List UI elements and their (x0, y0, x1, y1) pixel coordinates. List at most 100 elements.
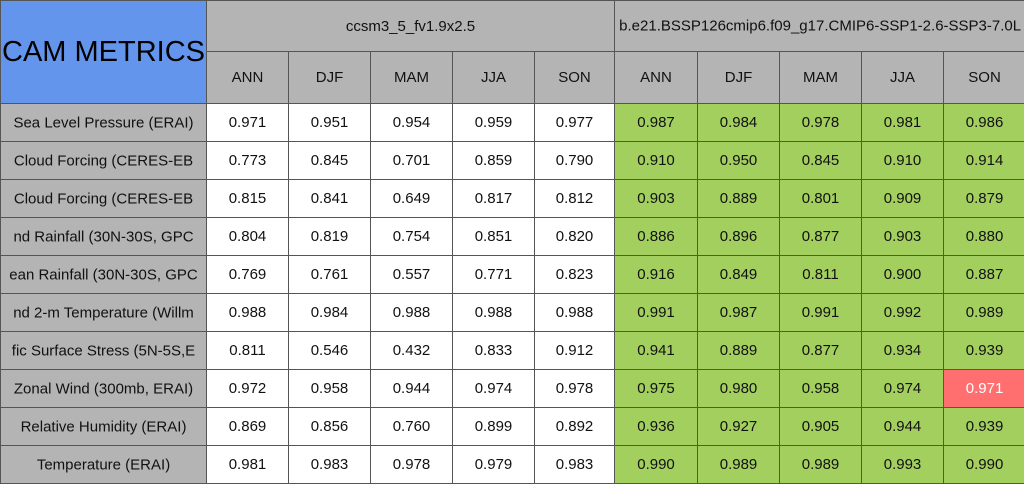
table-title: CAM METRICS (1, 1, 207, 104)
case-cell-better: 0.990 (944, 446, 1024, 484)
row-label-text: Sea Level Pressure (ERAI) (13, 114, 193, 131)
row-label-text: ean Rainfall (30N-30S, GPC (9, 266, 197, 283)
row-label-text: Zonal Wind (300mb, ERAI) (14, 380, 193, 397)
season-header-djf: DJF (698, 52, 780, 104)
baseline-cell: 0.815 (207, 180, 289, 218)
case-cell-better: 0.987 (615, 104, 698, 142)
row-label: Cloud Forcing (CERES-EB (1, 180, 207, 218)
baseline-cell: 0.841 (289, 180, 371, 218)
case-cell-better: 0.927 (698, 408, 780, 446)
baseline-cell: 0.773 (207, 142, 289, 180)
baseline-cell: 0.972 (207, 370, 289, 408)
case-cell-better: 0.978 (780, 104, 862, 142)
season-header-jja: JJA (453, 52, 535, 104)
group-header-case: b.e21.BSSP126cmip6.f09_g17.CMIP6-SSP1-2.… (615, 1, 1024, 52)
case-cell-better: 0.801 (780, 180, 862, 218)
baseline-cell: 0.892 (535, 408, 615, 446)
case-cell-better: 0.910 (862, 142, 944, 180)
group-header-case-label: b.e21.BSSP126cmip6.f09_g17.CMIP6-SSP1-2.… (619, 18, 1021, 35)
case-cell-better: 0.986 (944, 104, 1024, 142)
baseline-cell: 0.944 (371, 370, 453, 408)
baseline-cell: 0.761 (289, 256, 371, 294)
case-cell-better: 0.944 (862, 408, 944, 446)
case-cell-better: 0.941 (615, 332, 698, 370)
case-cell-better: 0.889 (698, 180, 780, 218)
case-cell-better: 0.845 (780, 142, 862, 180)
season-header-son: SON (944, 52, 1024, 104)
case-cell-better: 0.886 (615, 218, 698, 256)
baseline-cell: 0.978 (535, 370, 615, 408)
row-label: nd Rainfall (30N-30S, GPC (1, 218, 207, 256)
baseline-cell: 0.981 (207, 446, 289, 484)
case-cell-better: 0.936 (615, 408, 698, 446)
baseline-cell: 0.859 (453, 142, 535, 180)
season-header-djf: DJF (289, 52, 371, 104)
row-label: ean Rainfall (30N-30S, GPC (1, 256, 207, 294)
season-header-ann: ANN (207, 52, 289, 104)
case-cell-better: 0.939 (944, 332, 1024, 370)
baseline-cell: 0.978 (371, 446, 453, 484)
baseline-cell: 0.804 (207, 218, 289, 256)
case-cell-better: 0.903 (615, 180, 698, 218)
case-cell-better: 0.811 (780, 256, 862, 294)
baseline-cell: 0.988 (207, 294, 289, 332)
baseline-cell: 0.819 (289, 218, 371, 256)
baseline-cell: 0.869 (207, 408, 289, 446)
case-cell-better: 0.916 (615, 256, 698, 294)
case-cell-better: 0.914 (944, 142, 1024, 180)
case-cell-better: 0.989 (698, 446, 780, 484)
case-cell-better: 0.992 (862, 294, 944, 332)
baseline-cell: 0.977 (535, 104, 615, 142)
case-cell-worse: 0.971 (944, 370, 1024, 408)
case-cell-better: 0.950 (698, 142, 780, 180)
season-header-son: SON (535, 52, 615, 104)
case-cell-better: 0.889 (698, 332, 780, 370)
baseline-cell: 0.988 (371, 294, 453, 332)
baseline-cell: 0.845 (289, 142, 371, 180)
case-cell-better: 0.974 (862, 370, 944, 408)
row-label-text: nd 2-m Temperature (Willm (13, 304, 194, 321)
row-label: Cloud Forcing (CERES-EB (1, 142, 207, 180)
row-label-text: fic Surface Stress (5N-5S,E (12, 342, 195, 359)
case-cell-better: 0.989 (780, 446, 862, 484)
row-label-text: Cloud Forcing (CERES-EB (14, 152, 193, 169)
case-cell-better: 0.934 (862, 332, 944, 370)
case-cell-better: 0.877 (780, 218, 862, 256)
baseline-cell: 0.790 (535, 142, 615, 180)
case-cell-better: 0.984 (698, 104, 780, 142)
baseline-cell: 0.546 (289, 332, 371, 370)
row-label-text: nd Rainfall (30N-30S, GPC (13, 228, 193, 245)
case-cell-better: 0.987 (698, 294, 780, 332)
case-cell-better: 0.887 (944, 256, 1024, 294)
baseline-cell: 0.954 (371, 104, 453, 142)
case-cell-better: 0.939 (944, 408, 1024, 446)
baseline-cell: 0.971 (207, 104, 289, 142)
baseline-cell: 0.912 (535, 332, 615, 370)
baseline-cell: 0.820 (535, 218, 615, 256)
case-cell-better: 0.849 (698, 256, 780, 294)
row-label: Temperature (ERAI) (1, 446, 207, 484)
baseline-cell: 0.557 (371, 256, 453, 294)
row-label-text: Cloud Forcing (CERES-EB (14, 190, 193, 207)
baseline-cell: 0.701 (371, 142, 453, 180)
case-cell-better: 0.975 (615, 370, 698, 408)
case-cell-better: 0.990 (615, 446, 698, 484)
baseline-cell: 0.851 (453, 218, 535, 256)
case-cell-better: 0.880 (944, 218, 1024, 256)
case-cell-better: 0.896 (698, 218, 780, 256)
baseline-cell: 0.958 (289, 370, 371, 408)
baseline-cell: 0.959 (453, 104, 535, 142)
case-cell-better: 0.980 (698, 370, 780, 408)
row-label: Sea Level Pressure (ERAI) (1, 104, 207, 142)
baseline-cell: 0.754 (371, 218, 453, 256)
season-header-mam: MAM (371, 52, 453, 104)
row-label-text: Relative Humidity (ERAI) (21, 418, 187, 435)
case-cell-better: 0.877 (780, 332, 862, 370)
